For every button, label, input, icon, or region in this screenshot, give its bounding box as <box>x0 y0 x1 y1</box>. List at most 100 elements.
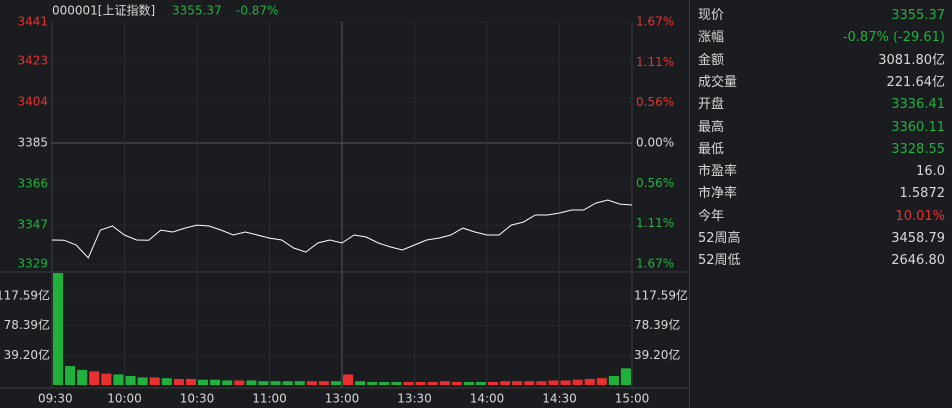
volume-bar <box>475 381 486 385</box>
y-tick-label: 3329 <box>17 257 48 271</box>
quote-value: -0.87% (-29.61) <box>842 30 945 46</box>
volume-bar <box>596 378 607 385</box>
header-change: -0.87% <box>236 4 278 18</box>
quote-row: 金额 3081.80亿 <box>698 50 945 72</box>
quote-label: 金额 <box>698 52 725 68</box>
y2-tick-label: 0.00% <box>636 136 674 150</box>
x-tick-label: 11:00 <box>252 392 287 406</box>
quote-label: 市盈率 <box>698 164 738 180</box>
header-price: 3355.37 <box>172 4 222 18</box>
x-tick-label: 14:00 <box>470 392 505 406</box>
quote-row: 开盘 3336.41 <box>698 94 945 116</box>
quote-row: 成交量 221.64亿 <box>698 72 945 94</box>
quote-value: 2646.80 <box>891 253 945 269</box>
y-tick-label: 3441 <box>17 15 48 29</box>
quote-row: 涨幅 -0.87% (-29.61) <box>698 27 945 49</box>
volume-bar <box>258 381 269 385</box>
volume-bar <box>161 378 172 385</box>
volume-bar <box>53 273 64 385</box>
volume-bar <box>451 381 462 385</box>
x-tick-label: 14:30 <box>542 392 577 406</box>
quote-label: 涨幅 <box>698 30 725 46</box>
volume-bar <box>379 381 390 385</box>
quote-row: 现价 3355.37 <box>698 5 945 27</box>
index-code: 000001[上证指数] <box>52 3 155 18</box>
quote-value: 3355.37 <box>891 8 945 23</box>
volume-bar <box>560 380 571 385</box>
x-tick-label: 15:00 <box>615 392 650 406</box>
volume-bar <box>620 368 631 385</box>
volume-bar <box>439 381 450 385</box>
volume-bar <box>584 378 595 385</box>
volume-bar <box>65 366 76 385</box>
volume-bar <box>367 381 378 385</box>
volume-bar <box>77 369 88 385</box>
volume-bar <box>294 381 305 385</box>
volume-tick-label: 117.59亿 <box>0 288 50 303</box>
volume-bar <box>391 381 402 385</box>
quote-label: 现价 <box>698 8 725 23</box>
volume-bar <box>463 381 474 385</box>
quote-value: 10.01% <box>895 208 945 224</box>
quote-value: 3336.41 <box>891 97 945 113</box>
quote-value: 1.5872 <box>899 186 946 202</box>
y2-tick-label: 1.11% <box>636 216 674 230</box>
quote-label: 最低 <box>698 141 725 157</box>
y2-tick-label: 1.11% <box>636 55 674 69</box>
x-tick-label: 13:00 <box>325 392 360 406</box>
volume-bar <box>548 380 559 385</box>
volume-bar <box>210 379 221 385</box>
volume-bar <box>173 378 184 385</box>
quote-row: 52周低 2646.80 <box>698 250 945 272</box>
quote-value: 3360.11 <box>891 119 945 135</box>
x-tick-label: 10:00 <box>107 392 142 406</box>
quote-value: 3328.55 <box>891 141 945 157</box>
y-tick-label: 3404 <box>17 94 48 108</box>
quote-row: 最高 3360.11 <box>698 117 945 139</box>
volume-bar <box>500 381 511 385</box>
volume-tick-label-right: 117.59亿 <box>634 288 688 303</box>
volume-bar <box>137 377 148 385</box>
volume-bar <box>343 374 354 385</box>
quote-label: 最高 <box>698 119 725 135</box>
quote-label: 今年 <box>698 208 725 224</box>
volume-bar <box>270 381 281 385</box>
volume-bar <box>113 374 124 385</box>
quote-row: 52周高 3458.79 <box>698 228 945 250</box>
quote-value: 3081.80亿 <box>878 52 945 68</box>
y2-tick-label: 0.56% <box>636 95 674 109</box>
volume-bar <box>536 381 547 385</box>
volume-tick-label: 78.39亿 <box>4 317 50 332</box>
volume-bar <box>355 381 366 385</box>
quote-label: 成交量 <box>698 74 738 90</box>
y-tick-label: 3423 <box>17 53 48 67</box>
volume-bar <box>427 381 438 385</box>
quote-label: 52周高 <box>698 231 741 246</box>
volume-tick-label: 39.20亿 <box>4 347 50 362</box>
volume-bar <box>403 381 414 385</box>
volume-tick-label-right: 78.39亿 <box>634 317 680 332</box>
volume-bar <box>488 381 499 385</box>
quote-value: 221.64亿 <box>886 74 946 90</box>
intraday-chart: 000001[上证指数] 3355.37 -0.87% 3441 3423 3404… <box>0 3 688 406</box>
volume-bar <box>512 381 523 385</box>
volume-bar <box>185 378 196 385</box>
volume-bar <box>246 380 257 385</box>
volume-bar <box>330 381 341 385</box>
volume-bar <box>282 381 293 385</box>
quote-row: 市净率 1.5872 <box>698 183 945 205</box>
volume-bar <box>149 377 160 385</box>
volume-bar <box>572 379 583 385</box>
x-tick-label: 13:30 <box>397 392 432 406</box>
volume-bar <box>318 381 329 385</box>
quote-label: 52周低 <box>698 253 741 269</box>
volume-bar <box>524 381 535 385</box>
quote-row: 最低 3328.55 <box>698 139 945 161</box>
quote-label: 市净率 <box>698 186 738 202</box>
quote-row: 市盈率 16.0 <box>698 161 945 183</box>
volume-tick-label-right: 39.20亿 <box>634 347 680 362</box>
quote-label: 开盘 <box>698 97 725 113</box>
y-tick-label: 3347 <box>17 218 48 232</box>
y2-tick-label: 1.67% <box>636 15 674 29</box>
